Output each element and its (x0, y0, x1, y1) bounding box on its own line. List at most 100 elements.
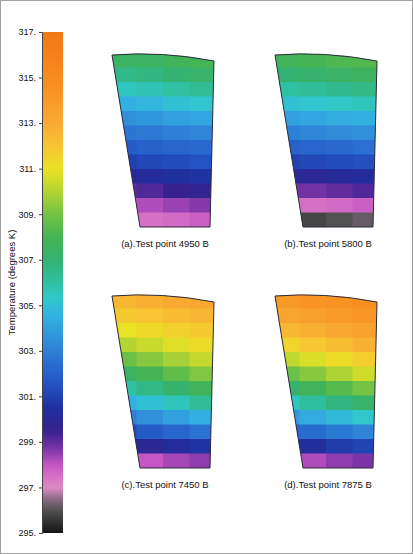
heat-cell (137, 155, 164, 170)
colorbar-tick-label: 295. (18, 528, 36, 538)
heat-cell (300, 367, 327, 382)
panel-caption: (d).Test point 7875 B (284, 479, 372, 490)
heat-cell (137, 309, 164, 324)
colorbar-tick-mark (39, 123, 42, 124)
heat-cell (190, 454, 217, 469)
colorbar-tick-label: 303. (18, 346, 36, 356)
colorbar-tick-label: 317. (18, 27, 36, 37)
heat-cell (163, 367, 190, 382)
heat-cell (190, 323, 217, 338)
heat-cell (137, 367, 164, 382)
colorbar-tick-label: 307. (18, 255, 36, 265)
heat-cell (163, 439, 190, 454)
heat-cell (326, 82, 353, 97)
heat-cell (326, 410, 353, 425)
colorbar-tick: 313. (18, 118, 42, 128)
heat-cell (137, 439, 164, 454)
heat-cell (137, 184, 164, 199)
heat-cell (163, 309, 190, 324)
blade-outline (112, 295, 214, 468)
heat-cell (273, 82, 300, 97)
figure: 295. 297. 299. 301. 303. 305. 307. 309. 311. 313.… (0, 0, 413, 554)
heat-cell (300, 352, 327, 367)
heat-cell (273, 381, 300, 396)
heat-cell (326, 454, 353, 469)
panel-caption: (a).Test point 4950 B (121, 238, 209, 249)
heat-cell (137, 454, 164, 469)
heat-cell (190, 439, 217, 454)
heat-cell (163, 126, 190, 141)
colorbar-tick: 309. (18, 210, 42, 220)
colorbar-tick-mark (39, 396, 42, 397)
heat-cell (163, 198, 190, 213)
heat-cell (137, 53, 164, 68)
colorbar-tick-label: 311. (19, 164, 36, 174)
heat-cell (137, 68, 164, 83)
colorbar-tick: 307. (18, 255, 42, 265)
colorbar-tick: 297. (18, 483, 42, 493)
blade-cells (110, 53, 217, 228)
heat-cell (137, 198, 164, 213)
colorbar-tick-label: 297. (18, 483, 36, 493)
heat-cell (326, 439, 353, 454)
heat-cell (190, 198, 217, 213)
heat-cell (300, 53, 327, 68)
heat-cell (326, 169, 353, 184)
colorbar-tick-label: 309. (18, 210, 36, 220)
heat-cell (300, 198, 327, 213)
colorbar-axis: 295. 297. 299. 301. 303. 305. 307. 309. 311. 313.… (18, 27, 42, 538)
heat-cell (163, 169, 190, 184)
heat-cell (137, 396, 164, 411)
heat-cell (273, 338, 300, 353)
colorbar-tick-mark (39, 214, 42, 215)
heat-cell (110, 97, 137, 112)
heat-cell (353, 169, 380, 184)
heat-cell (326, 68, 353, 83)
heat-cell (326, 97, 353, 112)
heat-cell (137, 338, 164, 353)
colorbar-tick: 315. (18, 73, 42, 83)
heat-cell (353, 309, 380, 324)
heat-cell (273, 454, 300, 469)
blade-cells (273, 53, 380, 228)
heat-cell (190, 213, 217, 228)
heat-cell (300, 381, 327, 396)
heat-cell (137, 111, 164, 126)
colorbar-tick: 295. (18, 528, 42, 538)
heat-cell (110, 155, 137, 170)
colorbar-tick: 303. (18, 346, 42, 356)
colorbar-tick-label: 313. (18, 118, 36, 128)
colorbar-tick-mark (39, 442, 42, 443)
panel: (b).Test point 5800 B (273, 53, 380, 249)
heat-cell (300, 439, 327, 454)
heat-cell (353, 184, 380, 199)
heat-cell (300, 338, 327, 353)
colorbar-tick-label: 305. (18, 301, 36, 311)
heat-cell (137, 323, 164, 338)
blade-cells (110, 294, 217, 469)
panel: (d).Test point 7875 B (273, 294, 380, 490)
colorbar-tick: 311. (19, 164, 42, 174)
heat-cell (326, 140, 353, 155)
colorbar-tick: 301. (18, 392, 42, 402)
heat-cell (300, 82, 327, 97)
colorbar-tick-mark (39, 169, 42, 170)
colorbar-title: Temperature (degrees K) (6, 230, 17, 336)
heat-cell (300, 97, 327, 112)
heat-cell (273, 140, 300, 155)
heat-cell (326, 352, 353, 367)
heat-cell (300, 184, 327, 199)
panel: (c).Test point 7450 B (110, 294, 217, 490)
heat-cell (353, 213, 380, 228)
heat-cell (273, 213, 300, 228)
heat-cell (163, 97, 190, 112)
heat-cell (163, 410, 190, 425)
blade-outline (112, 54, 214, 227)
colorbar-tick-label: 315. (18, 73, 36, 83)
colorbar-tick-label: 299. (18, 437, 36, 447)
heat-cell (110, 323, 137, 338)
heat-cell (353, 439, 380, 454)
heat-cell (300, 425, 327, 440)
heat-cell (353, 454, 380, 469)
heat-cell (137, 97, 164, 112)
